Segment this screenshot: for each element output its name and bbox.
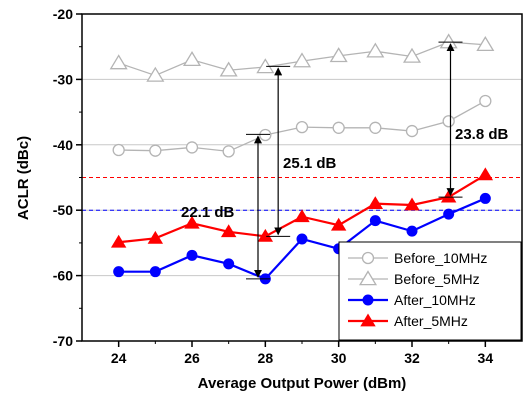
x-tick-label: 34 — [478, 350, 494, 366]
x-tick-label: 28 — [258, 350, 274, 366]
data-point — [294, 209, 310, 223]
annotation-1 — [246, 133, 270, 280]
x-axis-title: Average Output Power (dBm) — [198, 375, 407, 392]
legend-label: After_5MHz — [394, 313, 468, 329]
data-point — [186, 249, 198, 261]
data-point — [369, 215, 381, 227]
x-tick-label: 30 — [331, 350, 347, 366]
data-point — [440, 189, 457, 203]
legend-label: Before_5MHz — [394, 271, 480, 287]
data-point — [223, 258, 235, 270]
data-point — [222, 145, 235, 158]
data-point — [406, 225, 418, 237]
legend-marker — [362, 294, 374, 306]
y-tick-label: -70 — [53, 333, 73, 349]
data-point — [219, 61, 238, 77]
series-after-10mhz — [113, 192, 491, 285]
data-point — [366, 42, 385, 58]
data-point — [109, 54, 128, 70]
data-point — [332, 121, 345, 134]
data-point — [146, 66, 165, 82]
data-point — [220, 224, 237, 238]
data-point — [259, 128, 272, 142]
data-point — [329, 47, 348, 63]
data-point — [296, 233, 308, 245]
data-point — [147, 230, 164, 244]
data-point — [184, 215, 200, 229]
annotation-label: 22.1 dB — [181, 204, 235, 221]
y-tick-label: -60 — [53, 268, 73, 284]
y-axis-title: ACLR (dBc) — [15, 136, 32, 220]
data-point — [404, 197, 420, 211]
x-tick-label: 24 — [111, 350, 127, 366]
series-before-5mhz — [109, 33, 495, 82]
data-point — [182, 51, 202, 67]
data-point — [369, 121, 382, 134]
data-point — [405, 124, 419, 138]
data-point — [330, 217, 347, 231]
data-point — [113, 266, 125, 278]
x-tick-label: 26 — [184, 350, 200, 366]
legend: Before_10MHz Before_5MHz After_10MHz After_… — [338, 241, 522, 341]
annotation-label: 25.1 dB — [283, 155, 337, 172]
legend-label: Before_10MHz — [394, 250, 487, 266]
data-point — [477, 167, 494, 181]
data-point — [292, 52, 312, 68]
annotation-label: 23.8 dB — [455, 126, 509, 143]
x-tick-label: 32 — [404, 350, 420, 366]
data-point — [295, 120, 309, 134]
legend-marker — [360, 313, 376, 327]
data-point — [112, 143, 125, 157]
data-point — [479, 192, 491, 204]
data-point — [149, 266, 161, 278]
data-point — [476, 35, 495, 52]
annotation-2 — [266, 65, 291, 237]
annotation-3 — [438, 41, 463, 198]
legend-marker — [358, 270, 378, 286]
data-point — [402, 47, 422, 63]
legend-label: After_10MHz — [394, 292, 476, 308]
y-tick-label: -40 — [53, 137, 73, 153]
y-tick-label: -50 — [53, 202, 73, 218]
data-point — [149, 144, 162, 157]
y-tick-label: -20 — [53, 6, 73, 22]
data-point — [443, 208, 455, 220]
data-point — [367, 196, 384, 210]
data-point — [442, 115, 455, 128]
legend-marker — [361, 251, 375, 265]
data-point — [185, 141, 199, 154]
data-point — [479, 94, 492, 108]
data-point — [110, 234, 127, 248]
y-tick-label: -30 — [53, 71, 73, 87]
